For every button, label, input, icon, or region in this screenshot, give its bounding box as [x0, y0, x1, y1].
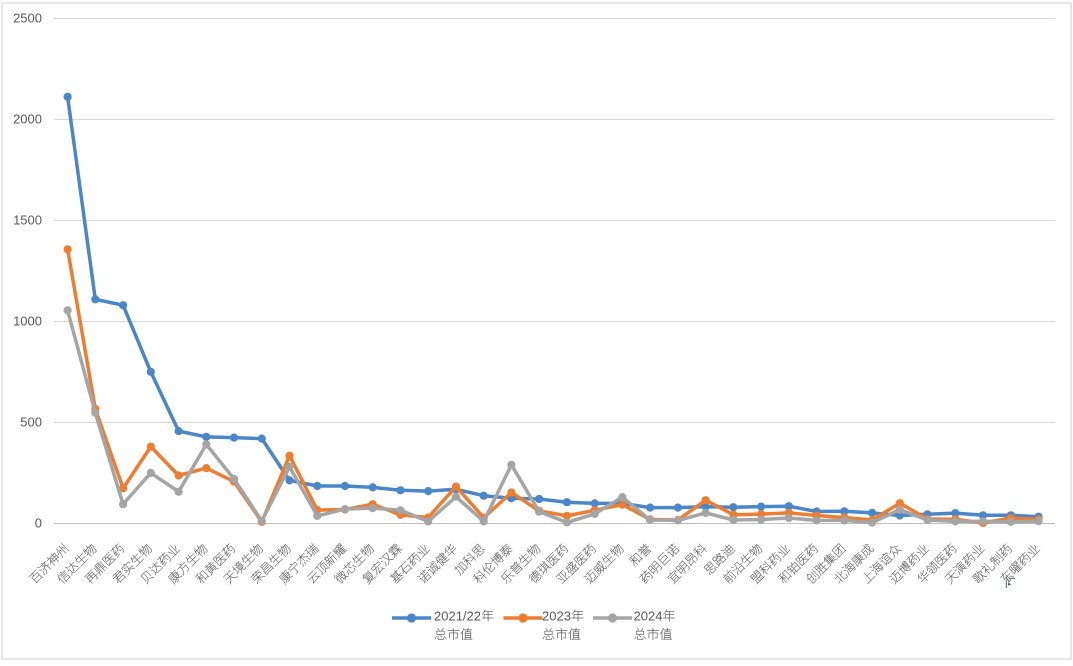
svg-text:2024: 2024: [634, 609, 663, 624]
svg-text:2000: 2000: [13, 112, 42, 127]
svg-text:2023: 2023: [542, 609, 571, 624]
svg-text:1000: 1000: [13, 314, 42, 329]
svg-text:1500: 1500: [13, 213, 42, 228]
svg-text:0: 0: [35, 516, 42, 531]
svg-text:2500: 2500: [13, 11, 42, 26]
svg-text:2021/22: 2021/22: [434, 609, 481, 624]
svg-text:500: 500: [20, 415, 42, 430]
